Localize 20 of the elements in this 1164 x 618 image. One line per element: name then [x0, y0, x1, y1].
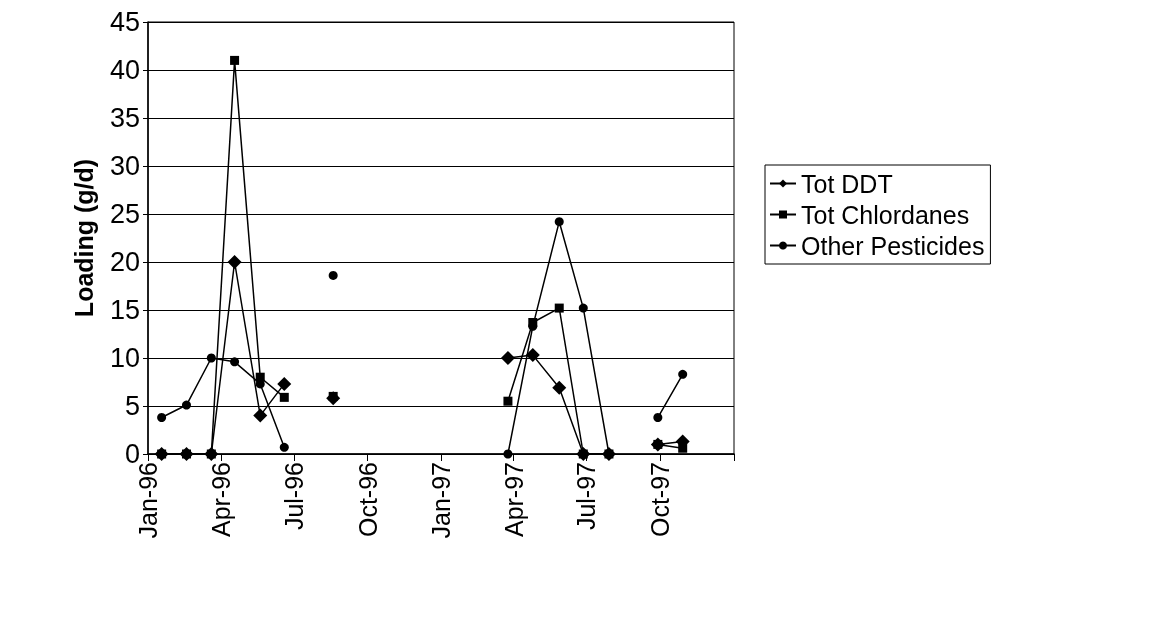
y-tick-label: 10 [109, 343, 140, 373]
y-tick-label: 40 [109, 55, 140, 85]
x-tick-label: Jul-97 [572, 462, 601, 531]
x-tick-label: Apr-96 [206, 462, 235, 538]
legend-label: Other Pesticides [801, 231, 985, 260]
y-tick-label: 15 [109, 295, 140, 325]
y-tick-label: 25 [109, 199, 140, 229]
x-tick-label: Apr-97 [499, 462, 528, 538]
legend-label: Tot DDT [801, 169, 893, 198]
x-tick-label: Jul-96 [279, 462, 308, 531]
legend-label: Tot Chlordanes [801, 200, 970, 229]
x-tick-label: Oct-96 [353, 462, 382, 538]
x-tick-label: Jan-97 [427, 462, 456, 539]
y-axis-title: Loading (g/d) [69, 158, 98, 318]
x-tick-label: Oct-97 [646, 462, 675, 538]
y-tick-label: 45 [109, 7, 140, 37]
y-tick-label: 35 [109, 103, 140, 133]
y-tick-label: 20 [109, 247, 140, 277]
y-tick-label: 5 [124, 391, 140, 421]
y-tick-label: 30 [109, 151, 140, 181]
